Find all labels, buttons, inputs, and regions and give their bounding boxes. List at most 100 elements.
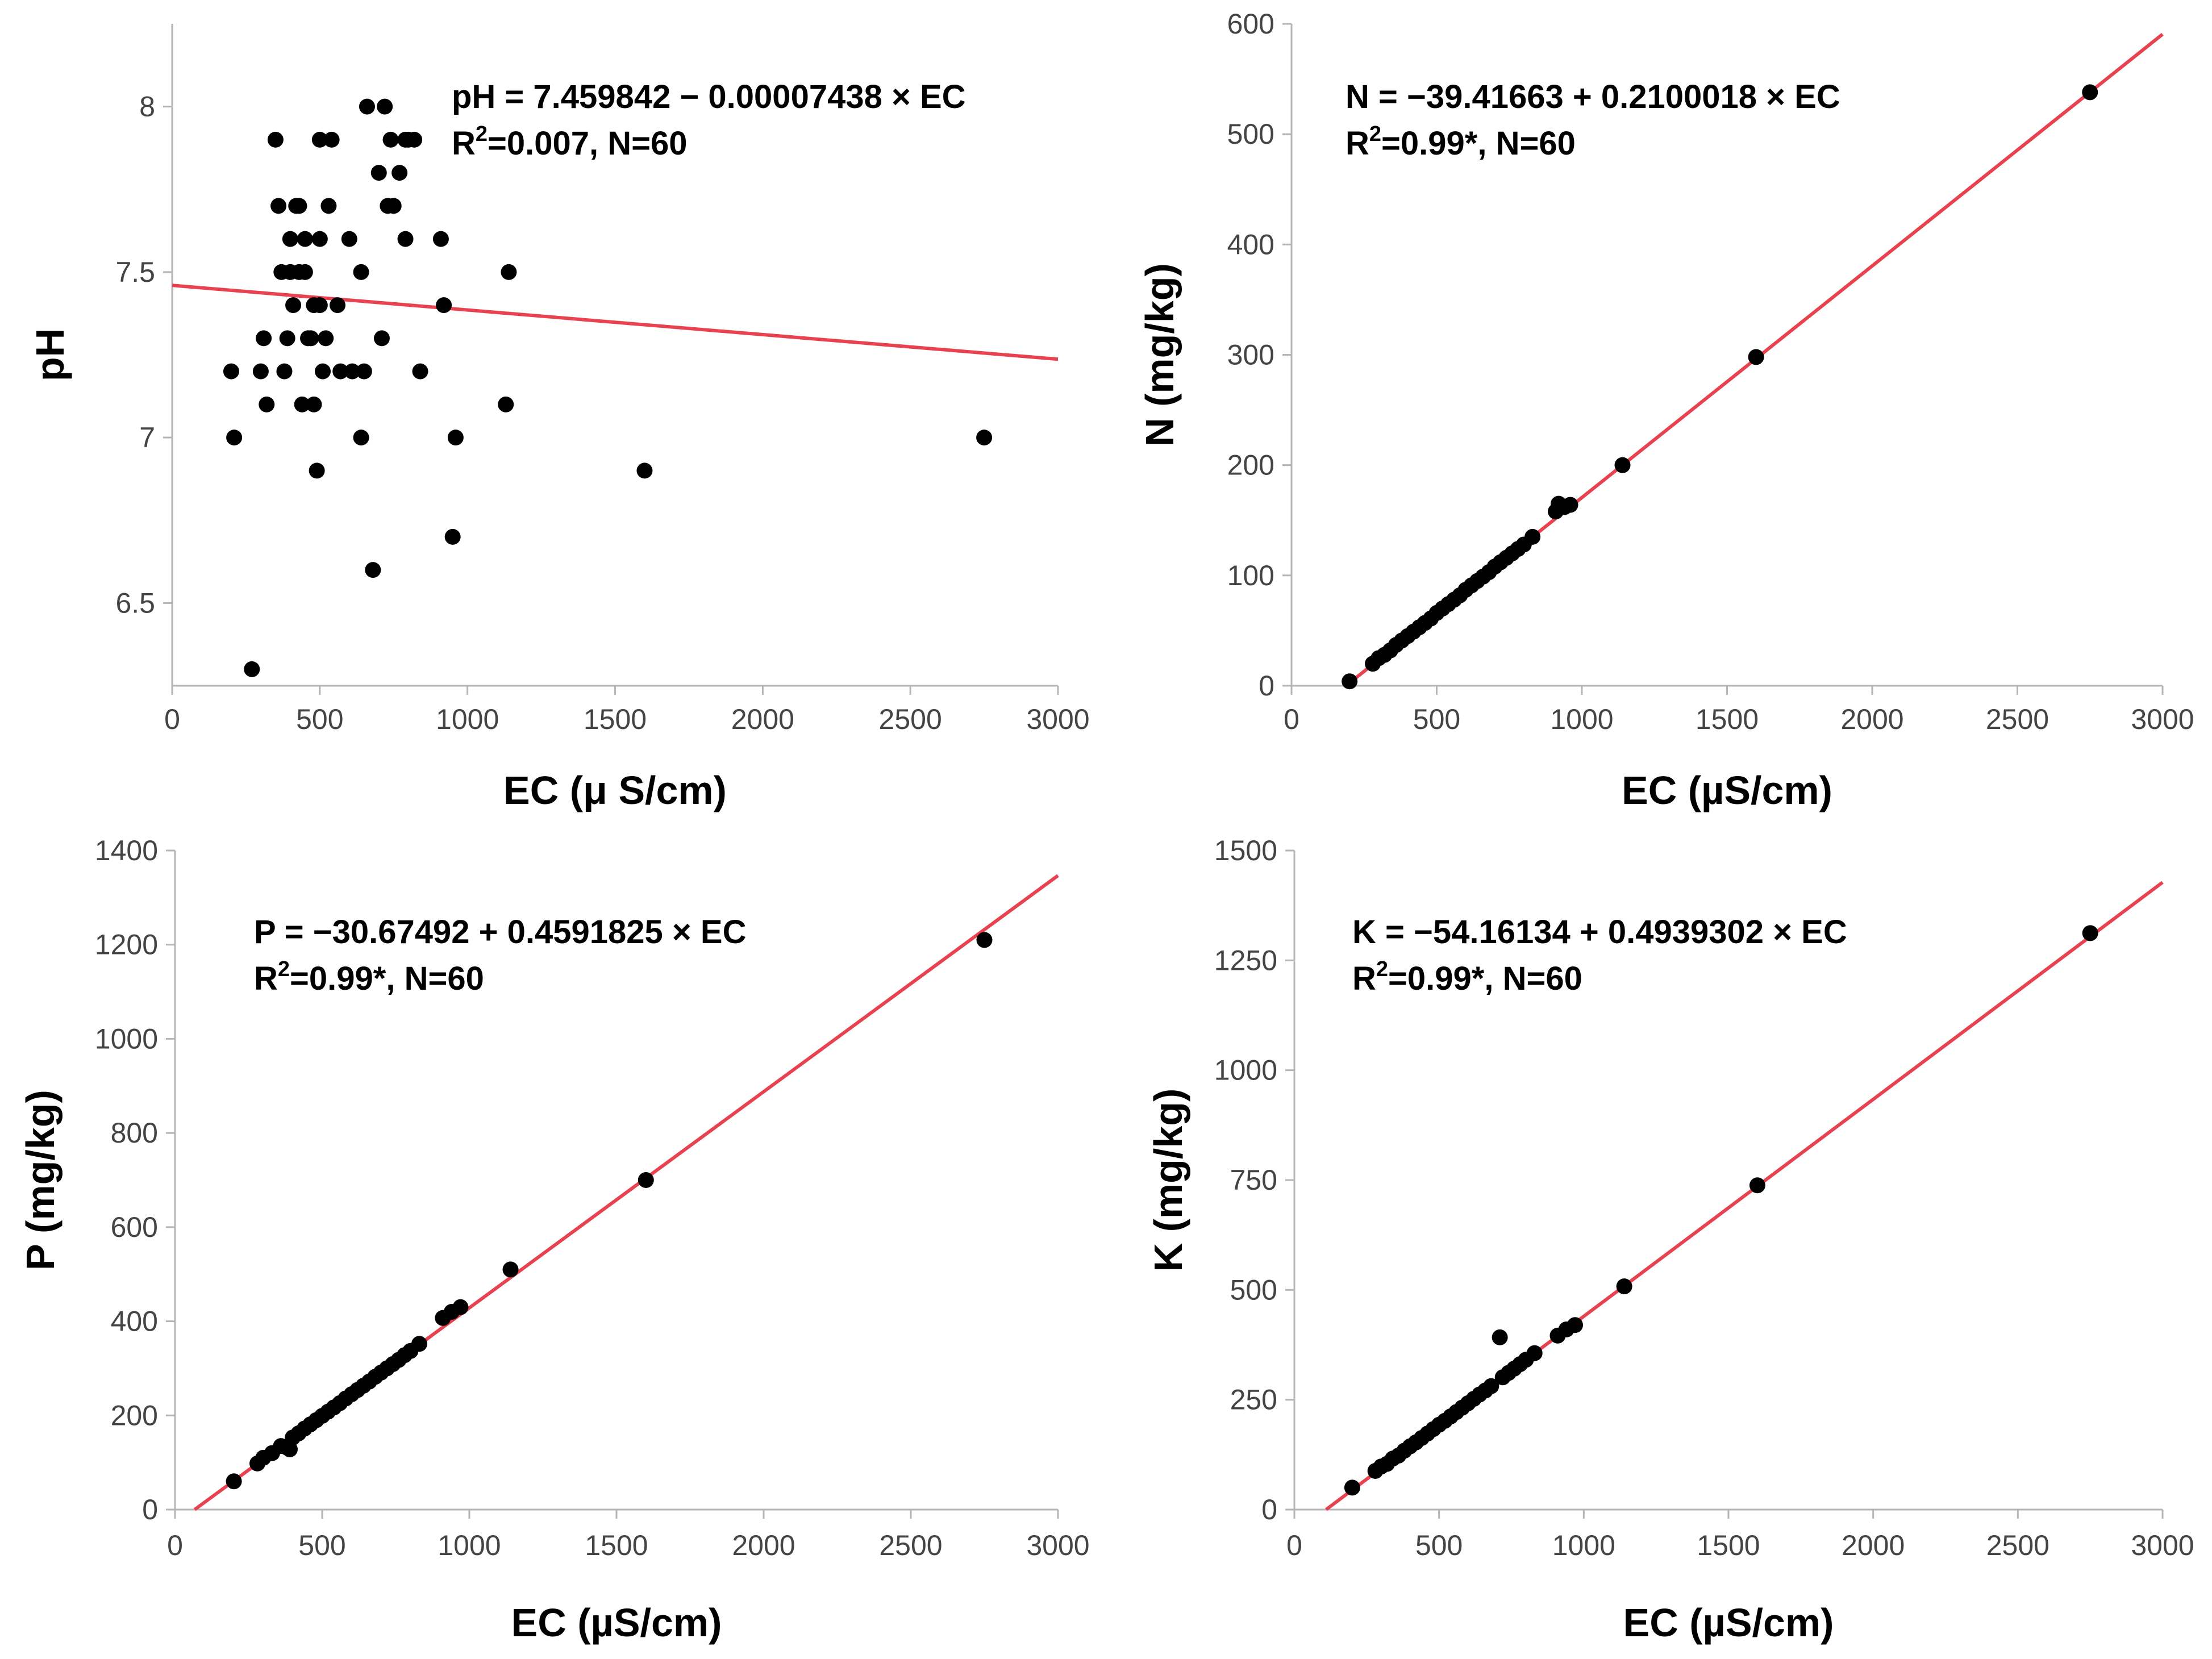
p-x-tick-label: 3000 (1026, 1529, 1089, 1561)
n-x-tick-label: 1000 (1550, 703, 1613, 735)
p-stats-sup: 2 (278, 957, 290, 981)
k-data-point (1567, 1317, 1584, 1333)
ph-data-point (320, 198, 337, 214)
p-y-tick-label: 1200 (95, 929, 158, 961)
ph-data-point (276, 363, 293, 380)
ph-x-axis-title: EC (μ S/cm) (503, 768, 727, 812)
p-y-tick-label: 1000 (95, 1023, 158, 1054)
ph-regression-line (172, 284, 1059, 361)
ph-data-point (291, 198, 307, 214)
n-x-tick-label: 2500 (1986, 703, 2049, 735)
ph-data-point (279, 330, 295, 347)
p-y-tick-label: 600 (111, 1211, 158, 1243)
n-y-tick-label: 400 (1227, 228, 1274, 260)
k-stats-rest: =0.99*, N=60 (1388, 960, 1582, 997)
ph-data-point (303, 330, 319, 347)
k-stats-sup: 2 (1376, 957, 1388, 981)
p-data-point (452, 1299, 469, 1315)
k-x-tick-label: 2000 (1842, 1529, 1905, 1561)
p-x-tick-label: 2500 (879, 1529, 942, 1561)
ph-data-point (226, 430, 243, 446)
ph-data-point (436, 297, 452, 314)
ph-data-point (432, 231, 449, 247)
n-x-tick-label: 0 (1284, 703, 1299, 735)
ph-data-point (976, 430, 993, 446)
ph-x-tick-label: 500 (296, 703, 343, 735)
k-y-tick-label: 1500 (1214, 835, 1277, 866)
ph-data-point (311, 231, 328, 247)
p-x-tick-label: 500 (298, 1529, 345, 1561)
k-data-point (1344, 1479, 1360, 1496)
ph-data-point (306, 396, 322, 412)
p-panel: 0 500 1000 1500 2000 2500 3000 0 200 400 600 800 100… (18, 835, 1090, 1645)
ph-data-point (391, 165, 408, 181)
n-y-axis-title: N (mg/kg) (1138, 263, 1182, 447)
k-x-tick-label: 2500 (1986, 1529, 2049, 1561)
ph-data-point (377, 98, 393, 115)
k-y-tick-label: 750 (1230, 1164, 1277, 1196)
ph-data-point (373, 330, 390, 347)
n-stats: R2=0.99*, N=60 (1345, 122, 1576, 162)
ph-data-point (397, 231, 414, 247)
k-x-tick-label: 500 (1415, 1529, 1463, 1561)
n-y-tick-label: 600 (1227, 8, 1274, 40)
k-data-point (1492, 1329, 1508, 1345)
ph-y-tick-label: 7.5 (115, 256, 155, 288)
p-x-tick-label: 2000 (732, 1529, 795, 1561)
ph-data-point (498, 396, 514, 412)
ph-data-point (311, 297, 328, 314)
n-x-axis-title: EC (µS/cm) (1622, 768, 1832, 812)
k-data-point (1483, 1378, 1499, 1394)
ph-data-point (353, 430, 369, 446)
p-y-tick-label: 200 (111, 1399, 158, 1431)
p-stats-rest: =0.99*, N=60 (290, 960, 484, 997)
ph-data-point (330, 297, 346, 314)
n-data-point (1562, 497, 1578, 513)
p-data-point (638, 1172, 654, 1188)
n-y-tick-label: 300 (1227, 339, 1274, 371)
k-data-point (1616, 1278, 1632, 1295)
n-x-tick-label: 3000 (2131, 703, 2194, 735)
n-stats-r: R (1345, 125, 1369, 162)
p-y-tick-label: 1400 (95, 835, 158, 866)
k-y-tick-label: 0 (1261, 1494, 1277, 1525)
n-data-point (1748, 349, 1764, 365)
p-data-point (502, 1261, 519, 1278)
p-y-tick-label: 0 (142, 1494, 158, 1525)
p-y-tick-label: 800 (111, 1117, 158, 1149)
n-data-point (2082, 84, 2098, 101)
ph-data-point (256, 330, 272, 347)
ph-data-point (297, 231, 313, 247)
n-x-tick-label: 500 (1413, 703, 1460, 735)
n-y-tick-label: 200 (1227, 449, 1274, 481)
k-stats: R2=0.99*, N=60 (1352, 957, 1582, 997)
ph-equation: pH = 7.459842 − 0.00007438 × EC (452, 78, 966, 115)
n-x-tick-label: 2000 (1840, 703, 1903, 735)
ph-data-point (359, 98, 375, 115)
ph-data-point (636, 462, 653, 479)
ph-data-point (356, 363, 372, 380)
ph-data-point (252, 363, 269, 380)
ph-stats: R2=0.007, N=60 (452, 122, 688, 162)
k-data-point (1526, 1345, 1543, 1361)
ph-data-point (282, 231, 298, 247)
ph-data-point (501, 264, 517, 280)
ph-data-point (318, 330, 334, 347)
p-x-tick-label: 0 (167, 1529, 183, 1561)
k-equation: K = −54.16134 + 0.4939302 × EC (1352, 914, 1847, 951)
ph-data-point (309, 462, 325, 479)
ph-data-point (385, 198, 402, 214)
p-data-point (226, 1473, 242, 1490)
ph-data-point (344, 363, 360, 380)
ph-y-tick-label: 7 (139, 422, 155, 453)
k-x-tick-label: 3000 (2131, 1529, 2194, 1561)
p-equation: P = −30.67492 + 0.4591825 × EC (254, 914, 746, 951)
n-y-tick-label: 500 (1227, 118, 1274, 150)
ph-y-axis-title: pH (28, 328, 72, 381)
ph-x-tick-label: 1500 (584, 703, 647, 735)
ph-data-point (382, 131, 399, 148)
k-x-tick-label: 0 (1286, 1529, 1302, 1561)
k-y-axis-title: K (mg/kg) (1146, 1089, 1190, 1272)
ph-data-point (294, 396, 310, 412)
